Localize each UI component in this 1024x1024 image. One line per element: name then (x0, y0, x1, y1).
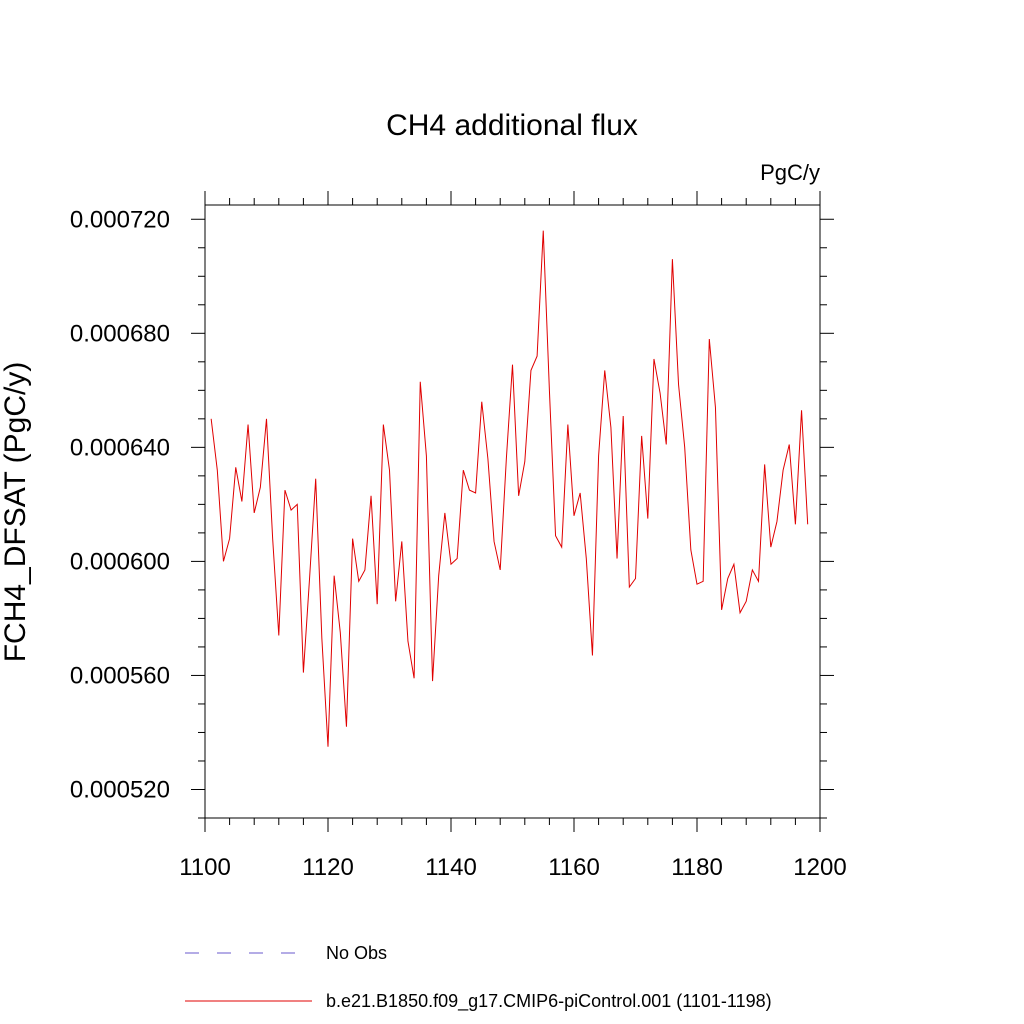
y-tick-label: 0.000520 (70, 776, 170, 803)
legend-label-piControl: b.e21.B1850.f09_g17.CMIP6-piControl.001 … (326, 991, 772, 1012)
legend: No Obs b.e21.B1850.f09_g17.CMIP6-piContr… (185, 943, 772, 1012)
series-line-piControl (210, 230, 809, 747)
y-tick-label: 0.000640 (70, 434, 170, 461)
y-tick-label: 0.000720 (70, 206, 170, 233)
x-tick-label: 1160 (548, 854, 600, 881)
x-tick-label: 1200 (793, 854, 846, 881)
y-ticks: 0.000520 0.000560 0.000600 0.000640 0.000680… (70, 206, 834, 819)
x-tick-label: 1100 (179, 854, 231, 881)
x-ticks: 1100 1120 1140 1160 1180 1200 (179, 191, 847, 881)
units-label: PgC/y (760, 160, 820, 185)
chart-title: CH4 additional flux (386, 109, 638, 142)
x-tick-label: 1140 (425, 854, 477, 881)
x-tick-label: 1180 (671, 854, 723, 881)
x-tick-label: 1120 (302, 854, 354, 881)
legend-label-no-obs: No Obs (326, 943, 387, 963)
y-tick-label: 0.000680 (70, 320, 170, 347)
y-tick-label: 0.000600 (70, 548, 170, 575)
y-axis-label: FCH4_DFSAT (PgC/y) (0, 362, 32, 663)
y-tick-label: 0.000560 (70, 662, 170, 689)
plot-frame (204, 204, 821, 819)
series-group (210, 230, 809, 747)
